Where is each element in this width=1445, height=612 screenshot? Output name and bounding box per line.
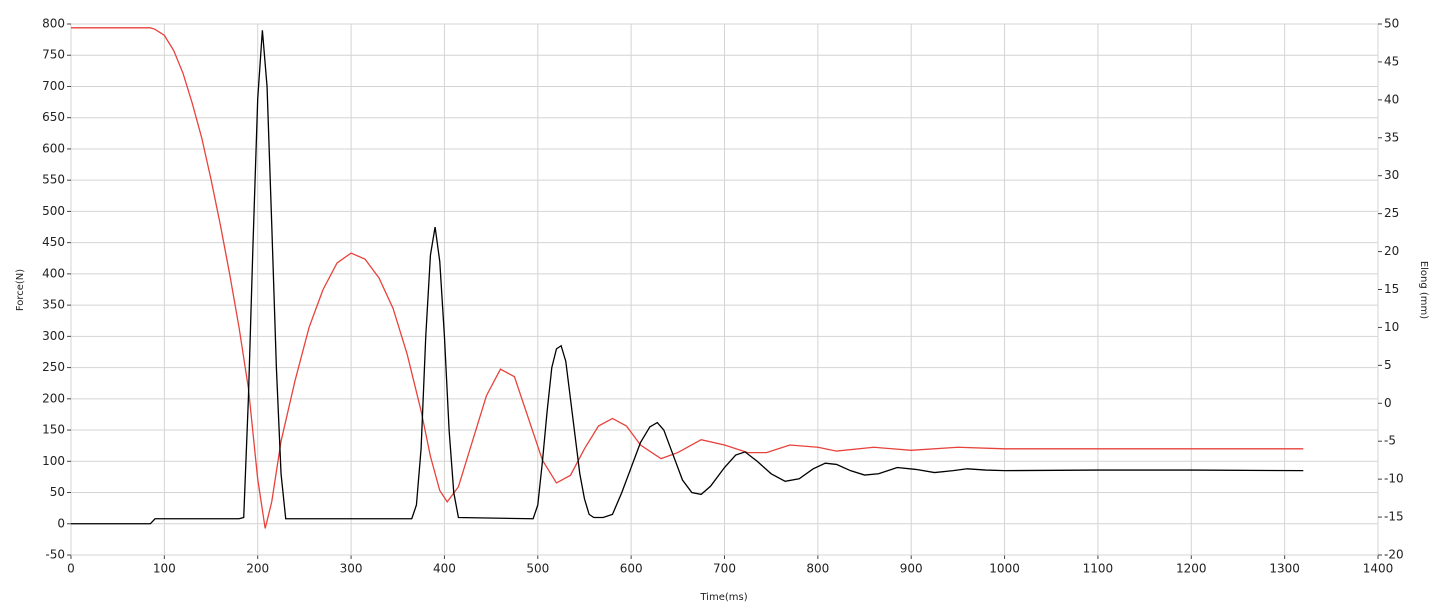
y-tick-label: 300 xyxy=(42,329,65,343)
y-tick-label: 650 xyxy=(42,110,65,124)
y-tick-label: 100 xyxy=(42,454,65,468)
x-tick-label: 1000 xyxy=(989,562,1020,576)
y2-tick-label: 40 xyxy=(1384,92,1399,106)
series-line xyxy=(71,27,1304,529)
y2-tick-label: -5 xyxy=(1384,434,1396,448)
x-tick-label: 600 xyxy=(620,562,643,576)
y-tick-label: 450 xyxy=(42,235,65,249)
x-tick-label: 800 xyxy=(806,562,829,576)
x-tick-label: 1200 xyxy=(1176,562,1207,576)
y-tick-label: -50 xyxy=(45,548,65,562)
x-tick-label: 400 xyxy=(433,562,456,576)
y-tick-label: 250 xyxy=(42,360,65,374)
y2-tick-label: 10 xyxy=(1384,320,1399,334)
y-tick-label: 150 xyxy=(42,423,65,437)
series-line xyxy=(71,30,1304,525)
y2-tick-label: 30 xyxy=(1384,168,1399,182)
y2-tick-label: 45 xyxy=(1384,54,1399,68)
x-tick-label: 500 xyxy=(526,562,549,576)
y-tick-label: 400 xyxy=(42,266,65,280)
x-tick-label: 1300 xyxy=(1269,562,1300,576)
y-tick-label: 700 xyxy=(42,79,65,93)
x-tick-label: 0 xyxy=(67,562,75,576)
x-tick-label: 200 xyxy=(246,562,269,576)
y-tick-label: 750 xyxy=(42,48,65,62)
y2-tick-label: 20 xyxy=(1384,244,1399,258)
y-tick-label: 350 xyxy=(42,298,65,312)
y-tick-label: 200 xyxy=(42,391,65,405)
y2-tick-label: 25 xyxy=(1384,206,1399,220)
y2-tick-label: 5 xyxy=(1384,358,1392,372)
y2-tick-label: 15 xyxy=(1384,282,1399,296)
x-tick-label: 1100 xyxy=(1083,562,1114,576)
y-tick-label: 50 xyxy=(50,485,65,499)
y2-tick-label: 0 xyxy=(1384,396,1392,410)
y-tick-label: 550 xyxy=(42,173,65,187)
x-tick-label: 700 xyxy=(713,562,736,576)
y-tick-label: 0 xyxy=(57,516,65,530)
y-tick-label: 500 xyxy=(42,204,65,218)
y2-tick-label: -15 xyxy=(1384,510,1404,524)
x-tick-label: 1400 xyxy=(1363,562,1394,576)
y-tick-label: 800 xyxy=(42,17,65,31)
x-tick-label: 100 xyxy=(153,562,176,576)
y2-axis-label: Elong (mm) xyxy=(1418,261,1429,319)
x-tick-label: 300 xyxy=(340,562,363,576)
y-tick-label: 600 xyxy=(42,141,65,155)
x-axis-label: Time(ms) xyxy=(699,592,747,603)
x-tick-label: 900 xyxy=(900,562,923,576)
y2-tick-label: 35 xyxy=(1384,130,1399,144)
y2-tick-label: -10 xyxy=(1384,472,1404,486)
y2-tick-label: -20 xyxy=(1384,548,1404,562)
y-axis-label: Force(N) xyxy=(15,269,26,311)
y2-tick-label: 50 xyxy=(1384,17,1399,31)
